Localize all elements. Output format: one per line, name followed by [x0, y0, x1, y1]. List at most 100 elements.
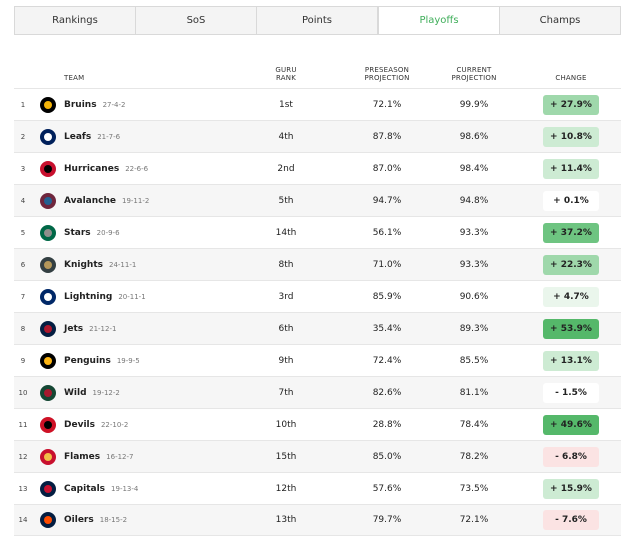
change-cell: + 37.2%	[543, 217, 599, 248]
change-badge: + 22.3%	[543, 254, 599, 275]
team-name[interactable]: Jets	[64, 323, 84, 334]
team-record: 24-11-1	[108, 260, 137, 269]
header-current-line1: CURRENT	[456, 66, 492, 74]
team-cell[interactable]: Oilers 18-15-2	[64, 505, 264, 535]
tab-playoffs[interactable]: Playoffs	[378, 6, 500, 35]
guru-rank: 7th	[278, 387, 294, 398]
team-name[interactable]: Devils	[64, 419, 95, 430]
guru-rank: 15th	[275, 451, 297, 462]
current-projection: 98.4%	[459, 163, 489, 174]
tab-rankings[interactable]: Rankings	[15, 7, 136, 34]
row-number: 6	[20, 260, 26, 269]
header-preseason: PRESEASON PROJECTION	[352, 66, 422, 82]
team-cell[interactable]: Penguins 19-9-5	[64, 345, 264, 376]
team-cell[interactable]: Hurricanes 22-6-6	[64, 153, 264, 184]
team-cell[interactable]: Jets 21-12-1	[64, 313, 264, 344]
current-projection: 89.3%	[459, 323, 489, 334]
team-logo	[38, 345, 58, 376]
team-record: 21-12-1	[89, 324, 117, 333]
preseason-projection: 94.7%	[372, 195, 402, 206]
team-cell[interactable]: Flames 16-12-7	[64, 441, 264, 472]
penguins-logo-icon	[40, 352, 56, 369]
team-name[interactable]: Oilers	[64, 515, 94, 525]
team-cell[interactable]: Wild 19-12-2	[64, 377, 264, 408]
tab-champs[interactable]: Champs	[539, 15, 581, 26]
jets-logo-icon	[40, 320, 56, 337]
tab-points[interactable]: Points	[257, 7, 378, 34]
team-name[interactable]: Avalanche	[64, 195, 116, 206]
team-name[interactable]: Wild	[64, 387, 87, 398]
change-cell: + 22.3%	[543, 249, 599, 280]
preseason-projection: 28.8%	[372, 419, 402, 430]
team-cell[interactable]: Leafs 21-7-6	[64, 121, 264, 152]
change-cell: + 53.9%	[543, 313, 599, 344]
preseason-projection: 87.8%	[372, 131, 402, 142]
row-number: 13	[18, 484, 28, 493]
capitals-logo-icon	[40, 480, 56, 497]
team-record: 20-9-6	[96, 228, 120, 237]
change-badge: + 27.9%	[543, 94, 599, 115]
team-name[interactable]: Knights	[64, 259, 103, 270]
team-logo	[38, 441, 58, 472]
team-cell[interactable]: Knights 24-11-1	[64, 249, 264, 280]
change-cell: - 7.6%	[543, 505, 599, 535]
change-badge: + 37.2%	[543, 222, 599, 243]
change-cell: + 15.9%	[543, 473, 599, 504]
devils-logo-icon	[40, 416, 56, 433]
preseason-projection: 35.4%	[372, 323, 402, 334]
team-cell[interactable]: Avalanche 19-11-2	[64, 185, 264, 216]
row-number: 1	[20, 100, 26, 109]
team-logo	[38, 377, 58, 408]
team-name[interactable]: Penguins	[64, 355, 111, 366]
header-preseason-line2: PROJECTION	[364, 74, 410, 82]
change-badge: - 6.8%	[543, 446, 599, 467]
guru-rank: 12th	[275, 483, 297, 494]
current-projection: 81.1%	[459, 387, 489, 398]
current-projection: 98.6%	[459, 131, 489, 142]
current-projection: 85.5%	[459, 355, 489, 366]
guru-rank: 13th	[275, 515, 297, 525]
current-projection: 90.6%	[459, 291, 489, 302]
team-cell[interactable]: Capitals 19-13-4	[64, 473, 264, 504]
team-logo	[38, 217, 58, 248]
change-cell: + 11.4%	[543, 153, 599, 184]
team-record: 19-11-2	[122, 196, 150, 205]
table-row: 12 Flames 16-12-7 15th 85.0% 78.2% - 6.8%	[14, 440, 621, 472]
knights-logo-icon	[40, 256, 56, 273]
bruins-logo-icon	[40, 96, 56, 113]
current-projection: 72.1%	[459, 515, 489, 525]
row-number: 3	[20, 164, 26, 173]
header-guru-rank-line2: RANK	[276, 74, 296, 82]
team-cell[interactable]: Stars 20-9-6	[64, 217, 264, 248]
team-logo	[38, 281, 58, 312]
team-record: 19-12-2	[92, 388, 120, 397]
table-row: 7 Lightning 20-11-1 3rd 85.9% 90.6% + 4.7%	[14, 280, 621, 312]
guru-rank: 5th	[278, 195, 294, 206]
table-header: TEAM GURU RANK PRESEASON PROJECTION CURR…	[14, 64, 621, 86]
team-name[interactable]: Lightning	[64, 291, 113, 302]
tab-sos[interactable]: SoS	[136, 7, 257, 34]
change-cell: + 4.7%	[543, 281, 599, 312]
team-cell[interactable]: Bruins 27-4-2	[64, 89, 264, 120]
team-name[interactable]: Hurricanes	[64, 163, 120, 174]
team-name[interactable]: Capitals	[64, 483, 106, 494]
preseason-projection: 79.7%	[372, 515, 402, 525]
preseason-projection: 71.0%	[372, 259, 402, 270]
team-name[interactable]: Bruins	[64, 99, 97, 110]
table-row: 13 Capitals 19-13-4 12th 57.6% 73.5% + 15.9%	[14, 472, 621, 504]
team-record: 27-4-2	[102, 100, 126, 109]
team-name[interactable]: Stars	[64, 227, 91, 238]
guru-rank: 3rd	[278, 291, 294, 302]
team-record: 21-7-6	[97, 132, 121, 141]
change-cell: + 27.9%	[543, 89, 599, 120]
team-name[interactable]: Flames	[64, 451, 101, 462]
team-logo	[38, 505, 58, 535]
row-number: 7	[20, 292, 26, 301]
team-name[interactable]: Leafs	[64, 131, 92, 142]
change-cell: + 10.8%	[543, 121, 599, 152]
change-cell: - 1.5%	[543, 377, 599, 408]
current-projection: 73.5%	[459, 483, 489, 494]
team-cell[interactable]: Devils 22-10-2	[64, 409, 264, 440]
leafs-logo-icon	[40, 128, 56, 145]
team-cell[interactable]: Lightning 20-11-1	[64, 281, 264, 312]
